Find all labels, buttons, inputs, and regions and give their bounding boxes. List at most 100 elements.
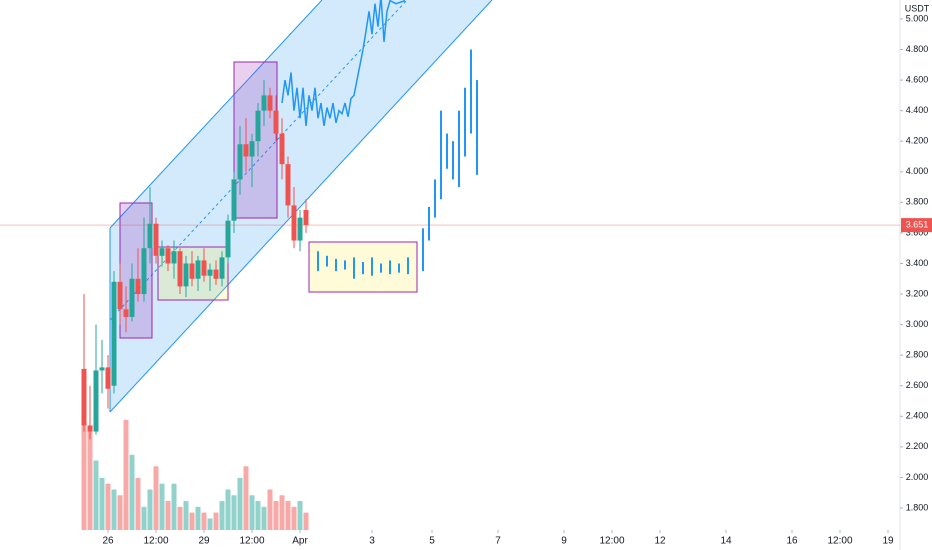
volume-bar	[249, 495, 255, 530]
candle-body	[261, 95, 267, 111]
x-tick-label: 12:00	[827, 536, 852, 547]
volume-bar	[117, 495, 123, 530]
channel-upper	[109, 0, 323, 229]
candle-body	[111, 281, 117, 386]
y-tick-label: 4.200	[906, 136, 929, 146]
candle-body	[183, 263, 189, 287]
volume-bar	[81, 420, 87, 530]
candle-body	[93, 370, 99, 432]
volume-bar	[255, 501, 261, 530]
candle-body	[171, 251, 177, 264]
volume-bar	[237, 477, 243, 530]
candle-body	[87, 425, 93, 432]
y-tick-label: 3.400	[906, 258, 929, 268]
candle-body	[279, 133, 285, 165]
candle-body	[153, 223, 159, 256]
candle-body	[105, 367, 111, 389]
x-tick-label: 12	[654, 536, 666, 547]
x-tick-label: 16	[786, 536, 798, 547]
volume-bar	[147, 489, 153, 530]
candle-body	[291, 205, 297, 241]
x-tick-label: 19	[882, 536, 894, 547]
last-price-box	[901, 218, 932, 233]
volume-bar	[123, 420, 129, 530]
y-tick-label: 4.000	[906, 166, 929, 176]
y-tick-label: 3.600	[906, 227, 929, 237]
candle-body	[129, 278, 135, 317]
path-line	[281, 0, 406, 127]
y-tick-label: 2.000	[906, 472, 929, 482]
candle-body	[159, 248, 165, 256]
volume-bar	[141, 506, 147, 530]
y-tick-label: 2.800	[906, 350, 929, 360]
channel-mid	[109, 0, 408, 321]
volume-bar	[99, 477, 105, 530]
candle-body	[219, 257, 225, 279]
y-tick-label: 3.000	[906, 319, 929, 329]
x-tick-label: Apr	[292, 536, 308, 547]
candle-body	[195, 260, 201, 279]
y-tick-label: 4.600	[906, 74, 929, 84]
volume-bar	[87, 431, 93, 530]
last-price-label: 3.651	[906, 219, 929, 229]
x-tick-label: 14	[720, 536, 732, 547]
volume-bar	[111, 489, 117, 530]
candle-body	[303, 209, 309, 226]
volume-bar	[285, 501, 291, 530]
x-tick-label: 12:00	[599, 536, 624, 547]
volume-bar	[183, 501, 189, 530]
candle-body	[267, 95, 273, 111]
candle-body	[141, 248, 147, 295]
volume-bar	[279, 495, 285, 530]
candle-body	[165, 248, 171, 264]
volume-bar	[129, 454, 135, 530]
y-tick-label: 2.200	[906, 441, 929, 451]
y-tick-label: 2.400	[906, 411, 929, 421]
y-tick-label: 1.800	[906, 502, 929, 512]
x-tick-label: 26	[102, 536, 114, 547]
y-tick-label: 2.600	[906, 380, 929, 390]
candle-body	[237, 144, 243, 180]
volume-bar	[93, 460, 99, 530]
x-tick-label: 12:00	[143, 536, 168, 547]
x-tick-label: 5	[429, 536, 435, 547]
candle-body	[201, 260, 207, 276]
y-tick-label: 3.800	[906, 197, 929, 207]
candle-body	[297, 217, 303, 241]
candle-body	[147, 223, 153, 249]
x-tick-label: 7	[495, 536, 501, 547]
candle-body	[99, 367, 105, 371]
volume-bar	[267, 489, 273, 530]
candle-body	[225, 220, 231, 258]
candle-body	[231, 179, 237, 221]
volume-bar	[273, 501, 279, 530]
candle-body	[177, 251, 183, 287]
volume-bar	[213, 512, 219, 530]
volume-bar	[189, 512, 195, 530]
x-tick-label: 9	[561, 536, 567, 547]
volume-bar	[177, 506, 183, 530]
volume-bar	[207, 518, 213, 530]
volume-bar	[171, 483, 177, 530]
candle-body	[123, 309, 129, 317]
currency-label: USDT	[905, 3, 930, 13]
candle-body	[117, 281, 123, 310]
volume-bar	[153, 466, 159, 530]
candle-body	[81, 368, 87, 426]
volume-bar	[135, 477, 141, 530]
candle-body	[207, 269, 213, 276]
volume-bar	[159, 483, 165, 530]
volume-bar	[297, 501, 303, 530]
volume-bar	[225, 489, 231, 530]
candle-body	[213, 269, 219, 279]
x-tick-label: 29	[198, 536, 210, 547]
volume-bar	[261, 506, 267, 530]
candle-body	[243, 144, 249, 157]
candle-body	[285, 164, 291, 206]
x-tick-label: 12:00	[239, 536, 264, 547]
volume-bar	[291, 506, 297, 530]
candle-body	[135, 278, 141, 295]
volume-bar	[201, 512, 207, 530]
volume-bar	[195, 506, 201, 530]
